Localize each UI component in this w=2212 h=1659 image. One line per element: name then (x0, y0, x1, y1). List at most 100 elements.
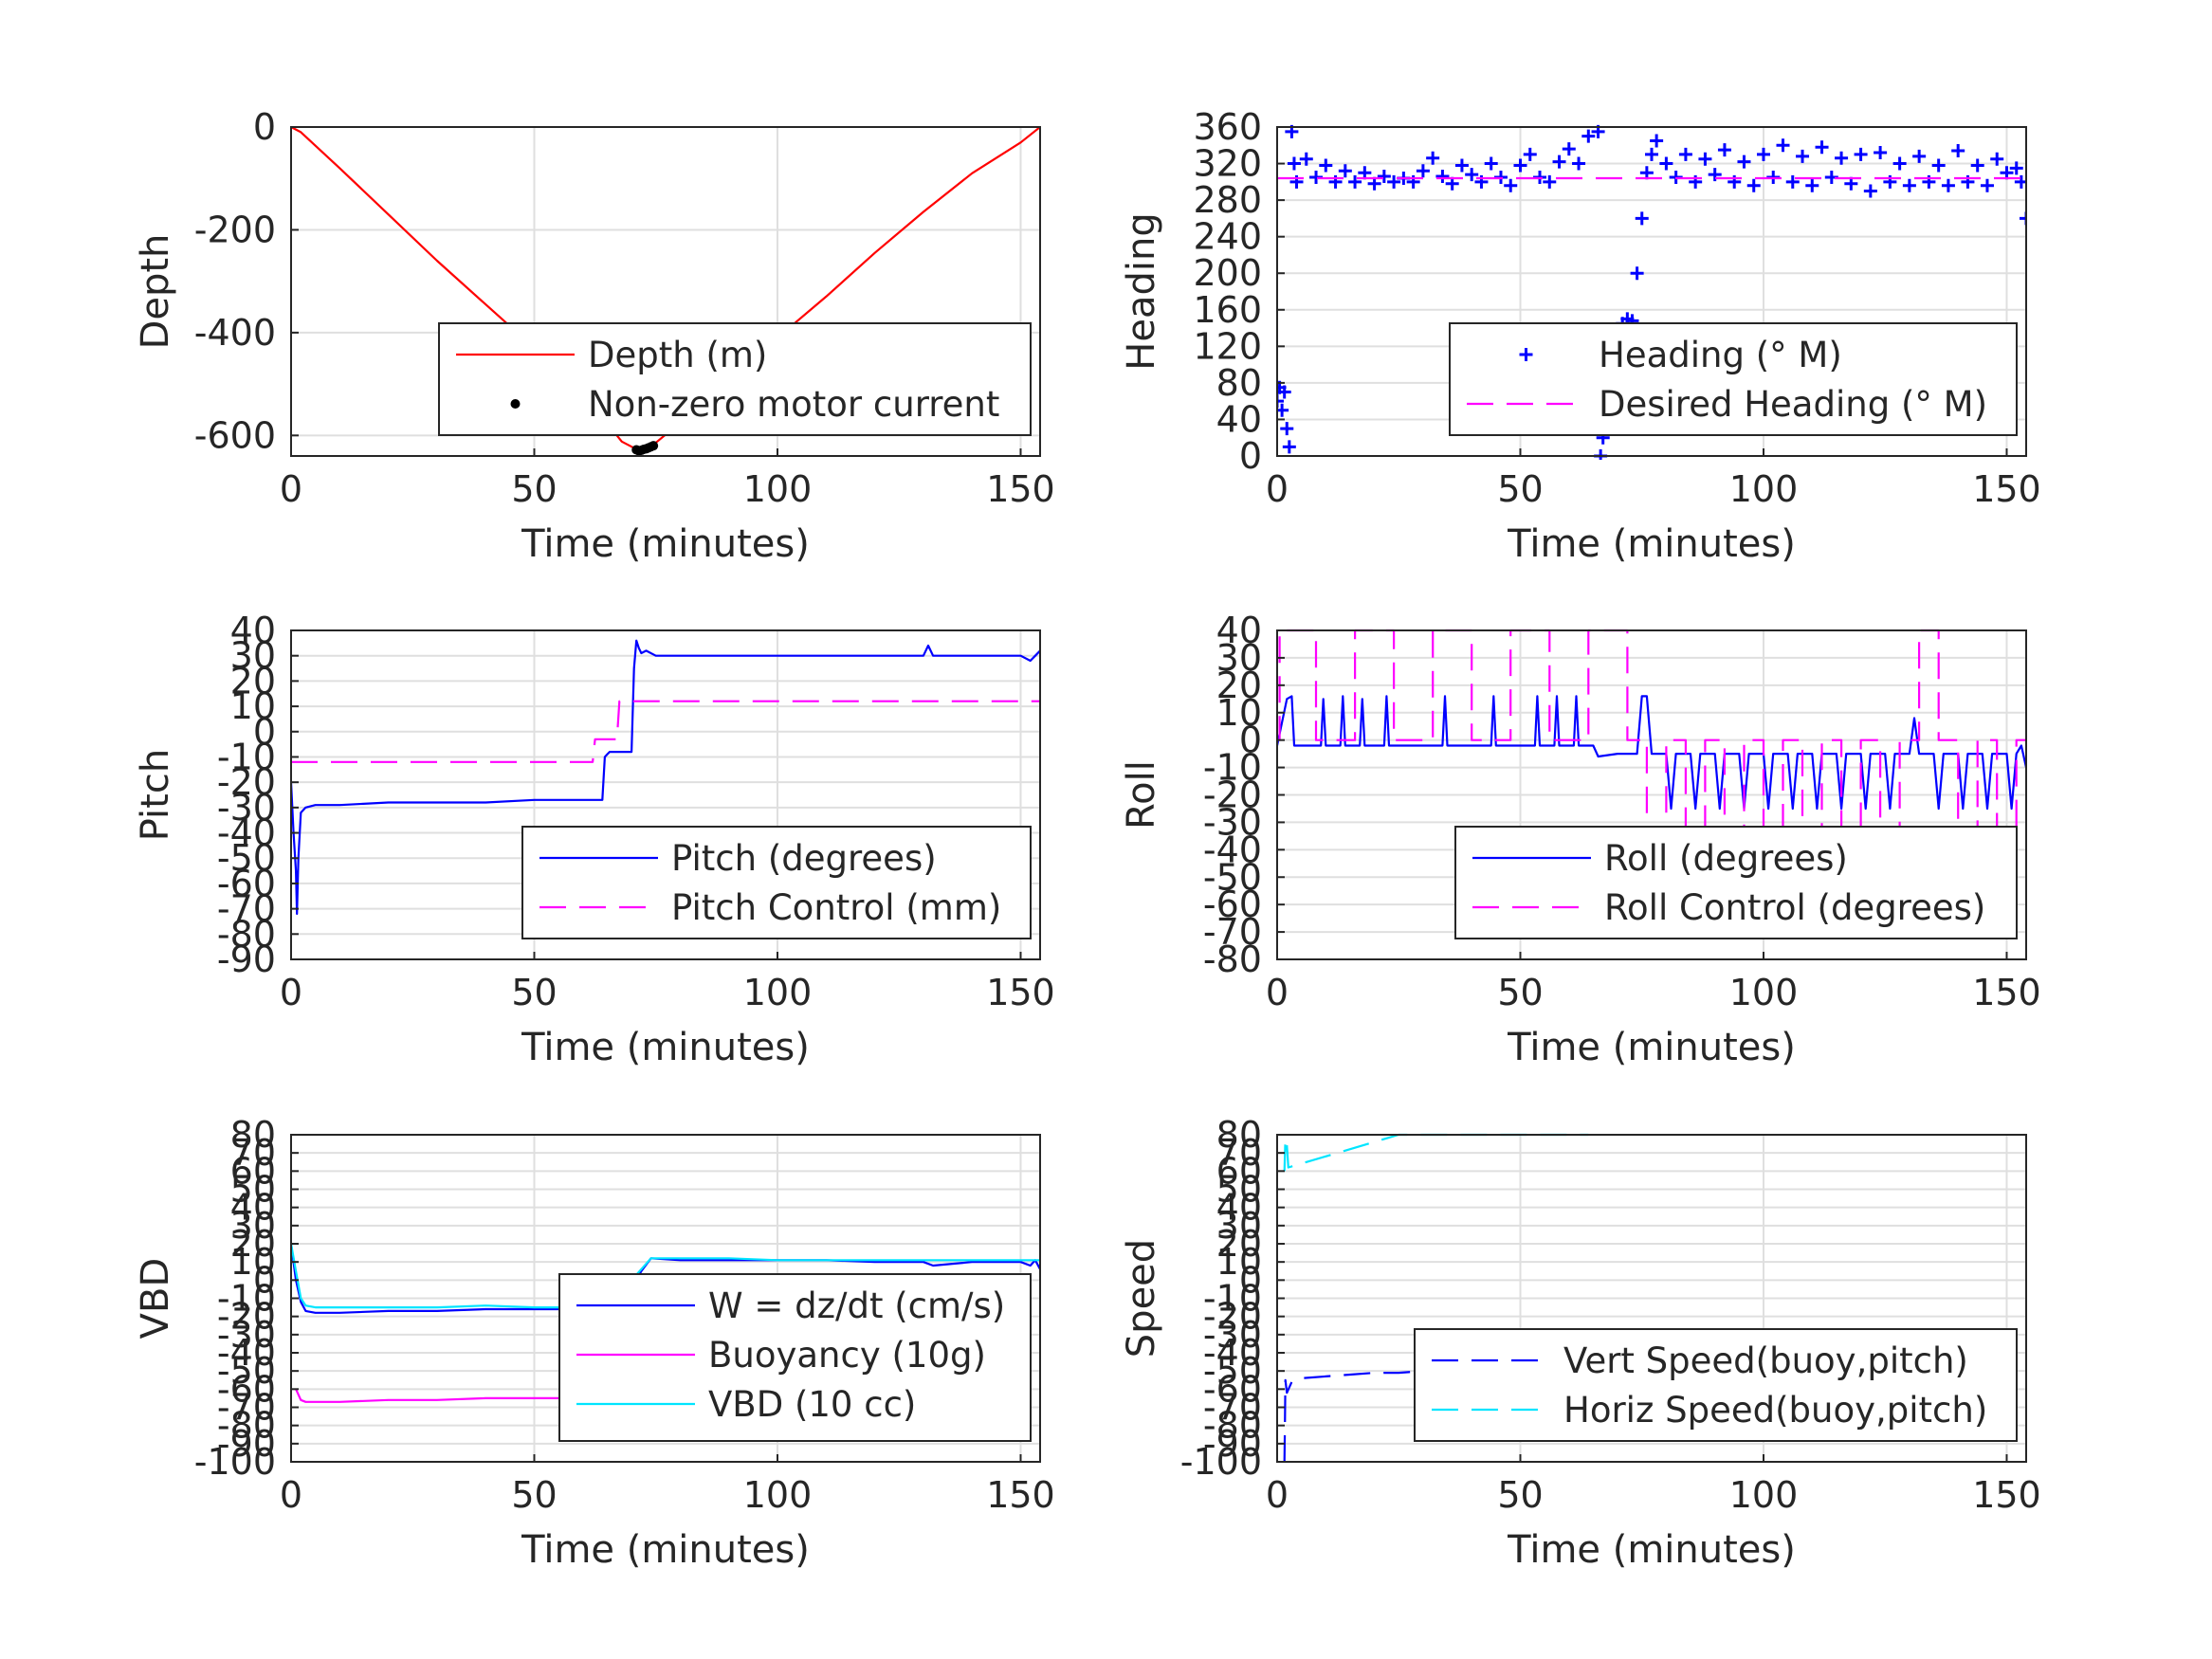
chart-pitch-ytick-label-3: -60 (217, 863, 276, 904)
chart-heading-series-0-point-21 (1416, 164, 1430, 178)
chart-heading-series-0-point-65 (1776, 138, 1790, 153)
chart-roll-xtick-label-3: 150 (1972, 972, 2041, 1013)
chart-vbd-ytick-label-16: 60 (230, 1150, 276, 1192)
chart-vbd-xtick-label-0: 0 (280, 1474, 302, 1516)
chart-depth-legend-label-1: Non-zero motor current (588, 384, 999, 425)
chart-roll-ytick-label-9: 10 (1216, 692, 1262, 734)
chart-speed-xtick-label-2: 100 (1729, 1474, 1799, 1516)
chart-speed-xtick-label-0: 0 (1266, 1474, 1289, 1516)
chart-heading-series-0-point-55 (1678, 147, 1692, 161)
chart-speed-ytick-label-8: -20 (1203, 1296, 1262, 1338)
chart-roll-xtick-label-0: 0 (1266, 972, 1289, 1013)
chart-heading-series-0-point-14 (1348, 174, 1362, 189)
chart-vbd-legend: W = dz/dt (cm/s) Buoyancy (10g) VBD (10 cc… (558, 1273, 1032, 1442)
chart-roll-ylabel: Roll (1120, 760, 1163, 830)
chart-vbd-ytick-label-7: -30 (217, 1314, 276, 1356)
chart-heading-series-0-point-86 (1980, 178, 1994, 192)
chart-depth-legend: Depth (m) Non-zero motor current (438, 322, 1032, 436)
chart-speed-ytick-label-17: 70 (1216, 1132, 1262, 1174)
chart-vbd-ytick-label-17: 70 (230, 1132, 276, 1174)
chart-pitch-xtick-label-3: 150 (986, 972, 1055, 1013)
chart-heading-series-0-point-23 (1435, 170, 1450, 184)
chart-heading-series-0-point-3 (1277, 385, 1291, 399)
chart-vbd-legend-label-0: W = dz/dt (cm/s) (708, 1285, 1005, 1326)
chart-speed-xlabel: Time (minutes) (1507, 1528, 1796, 1572)
chart-heading-series-0-point-15 (1358, 166, 1372, 180)
chart-heading-series-0-point-69 (1815, 140, 1829, 155)
chart-pitch-series-group (291, 639, 1040, 916)
chart-heading-ytick-label-9: 360 (1193, 106, 1262, 148)
chart-vbd-ytick-label-6: -40 (217, 1332, 276, 1374)
chart-speed-xtick-label-3: 150 (1972, 1474, 2041, 1516)
chart-roll-xlabel: Time (minutes) (1507, 1026, 1796, 1069)
chart-heading-series-0-point-79 (1912, 149, 1927, 163)
chart-roll-ytick-label-4: -40 (1203, 829, 1262, 870)
chart-pitch-ytick-label-8: -10 (217, 736, 276, 777)
chart-heading-ytick-label-8: 320 (1193, 143, 1262, 185)
chart-speed-ytick-label-9: -10 (1203, 1278, 1262, 1320)
chart-heading-series-0-point-81 (1931, 158, 1946, 173)
chart-pitch-ytick-label-1: -80 (217, 913, 276, 955)
chart-pitch-ytick-label-12: 30 (230, 635, 276, 677)
chart-speed-ytick-label-1: -90 (1203, 1423, 1262, 1465)
chart-heading-ytick-label-6: 240 (1193, 216, 1262, 258)
chart-pitch-ytick-label-11: 20 (230, 660, 276, 702)
chart-heading-series-0-point-78 (1902, 178, 1916, 192)
chart-heading-series-0-point-0 (1277, 394, 1284, 409)
chart-heading-xtick-label-1: 50 (1497, 468, 1543, 510)
chart-heading-series-0-point-89 (2009, 161, 2023, 175)
chart-vbd-ytick-label-18: 80 (230, 1114, 276, 1156)
chart-vbd-ytick-label-3: -70 (217, 1387, 276, 1429)
chart-heading-xtick-label-3: 150 (1972, 468, 2041, 510)
chart-pitch-ytick-label-4: -50 (217, 837, 276, 879)
chart-heading-series-0-point-25 (1454, 158, 1469, 173)
chart-heading-ytick-label-7: 280 (1193, 179, 1262, 221)
chart-pitch-series-0-line (291, 639, 1040, 916)
chart-speed-ytick-label-13: 30 (1216, 1205, 1262, 1247)
chart-roll-legend-box (1454, 826, 2018, 939)
chart-heading-series-0-point-4 (1280, 422, 1294, 436)
chart-heading-series-0-point-52 (1650, 134, 1664, 148)
chart-pitch-legend: Pitch (degrees) Pitch Control (mm) (521, 826, 1032, 939)
chart-roll-ytick-label-5: -30 (1203, 801, 1262, 843)
chart-speed-ytick-label-15: 50 (1216, 1169, 1262, 1211)
chart-speed-ytick-label-4: -60 (1203, 1368, 1262, 1410)
chart-heading-legend-marker-0 (1519, 348, 1533, 361)
chart-pitch: 0 50 100 150-90-80-70-60-50-40-30-20-100102… (134, 610, 1055, 1069)
chart-heading-series-0-point-37 (1572, 156, 1586, 171)
chart-heading-ytick-label-1: 40 (1216, 398, 1262, 440)
chart-speed-ytick-label-14: 40 (1216, 1187, 1262, 1229)
chart-vbd-ytick-label-9: -10 (217, 1278, 276, 1320)
chart-speed-ytick-label-2: -80 (1203, 1405, 1262, 1447)
chart-heading-series-0-point-91 (2020, 211, 2026, 226)
chart-speed: 0 50 100 150-100-90-80-70-60-50-40-30-20-10… (1120, 1114, 2041, 1572)
chart-speed-legend-box (1414, 1328, 2018, 1442)
chart-pitch-xtick-label-2: 100 (743, 972, 813, 1013)
chart-heading-series-0-point-13 (1338, 164, 1352, 178)
chart-depth-ytick-label-2: -200 (194, 209, 276, 250)
chart-depth-ytick-label-3: 0 (253, 106, 276, 148)
chart-roll-legend: Roll (degrees) Roll Control (degrees) (1454, 826, 2018, 939)
chart-roll-ytick-label-8: 0 (1239, 720, 1262, 761)
chart-speed-ytick-label-12: 20 (1216, 1223, 1262, 1265)
chart-heading-series-0-point-62 (1746, 178, 1761, 192)
chart-vbd-ytick-label-13: 30 (230, 1205, 276, 1247)
chart-heading-series-0-point-38 (1581, 129, 1596, 143)
chart-heading-xtick-label-0: 0 (1266, 468, 1289, 510)
chart-roll-ytick-label-1: -70 (1203, 911, 1262, 953)
chart-vbd-ytick-label-8: -20 (217, 1296, 276, 1338)
chart-heading-series-0-point-5 (1282, 440, 1296, 454)
chart-vbd-ytick-label-12: 20 (230, 1223, 276, 1265)
chart-depth-ytick-label-1: -400 (194, 312, 276, 354)
chart-heading-series-0-point-32 (1523, 147, 1537, 161)
chart-depth-xtick-label-3: 150 (986, 468, 1055, 510)
chart-pitch-xlabel: Time (minutes) (521, 1026, 810, 1069)
chart-vbd-ytick-label-2: -80 (217, 1405, 276, 1447)
chart-heading-series-0-point-36 (1562, 142, 1576, 156)
chart-pitch-legend-label-0: Pitch (degrees) (671, 838, 937, 879)
chart-heading-series-0-point-50 (1639, 166, 1654, 180)
chart-depth-series-1 (631, 441, 659, 456)
chart-heading-legend: Heading (° M) Desired Heading (° M) (1449, 322, 2018, 436)
chart-speed-ytick-label-10: 0 (1239, 1259, 1262, 1301)
chart-heading-series-0-point-77 (1892, 156, 1907, 171)
